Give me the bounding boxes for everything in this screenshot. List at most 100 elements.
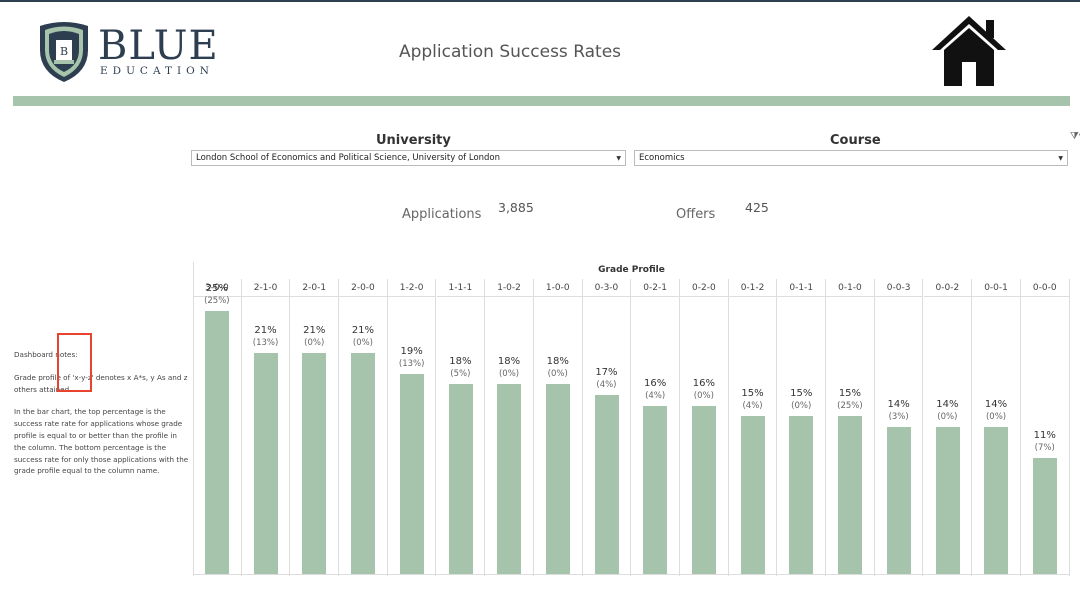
column-header: 0-2-0 (680, 279, 728, 297)
column-header: 1-1-1 (436, 279, 485, 297)
chart-column: 1-1-1 18% (5%) (436, 279, 486, 576)
top-border (0, 0, 1080, 2)
column-header: 0-0-2 (923, 279, 972, 297)
bar-top-label: 16% (644, 377, 667, 389)
chart-column: 0-2-0 16% (0%) (680, 279, 729, 576)
chart-column: 1-0-2 18% (0%) (485, 279, 534, 576)
column-header: 1-2-0 (387, 279, 436, 297)
chart-column: 0-3-0 17% (4%) (582, 279, 632, 576)
chart-column: 2-0-1 21% (0%) (290, 279, 340, 576)
bar-sub-label: (4%) (742, 401, 763, 412)
chart-column: 0-0-3 14% (3%) (874, 279, 924, 576)
bar-sub-label: (0%) (693, 390, 714, 401)
column-header: 2-0-1 (290, 279, 339, 297)
home-icon[interactable] (930, 14, 1008, 88)
university-filter-label: University (376, 133, 451, 148)
bar-top-label: 25% (205, 282, 228, 294)
bar-top-label: 21% (303, 324, 326, 336)
bar[interactable] (302, 352, 327, 574)
bar-top-label: 21% (254, 324, 277, 336)
bar[interactable] (643, 405, 668, 574)
column-header: 2-0-0 (339, 279, 387, 297)
bar-sub-label: (0%) (304, 337, 325, 348)
chart-bottom-rule (193, 574, 1070, 575)
bar-top-label: 17% (595, 366, 618, 378)
course-filter-label: Course (830, 133, 881, 148)
bar[interactable] (838, 416, 863, 574)
notes-grade-profile: Grade profile of 'x-y-z' denotes x A*s, … (14, 372, 188, 394)
bar-sub-label: (0%) (352, 337, 373, 348)
bar[interactable] (1032, 458, 1057, 574)
column-header: 3-0-0 (193, 279, 241, 297)
column-header: 0-2-1 (631, 279, 679, 297)
chart-column: 0-1-2 15% (4%) (728, 279, 778, 576)
bar-sub-label: (4%) (596, 379, 617, 390)
chart-column: 1-0-0 18% (0%) (533, 279, 583, 576)
bar-top-label: 21% (351, 324, 375, 336)
notes-heading: Dashboard notes: (14, 350, 78, 359)
bar-top-label: 15% (790, 388, 813, 400)
header-divider-bar (13, 96, 1070, 106)
course-select[interactable]: Economics ▼ (634, 150, 1068, 166)
bar-sub-label: (3%) (888, 411, 909, 422)
bar[interactable] (205, 310, 229, 574)
bar[interactable] (497, 384, 522, 574)
crest-letter: B (60, 45, 68, 58)
column-header: 0-1-1 (777, 279, 826, 297)
column-header: 0-1-0 (826, 279, 874, 297)
offers-value: 425 (745, 200, 769, 215)
chart-column: 3-0-0 25% (25%) (193, 279, 242, 576)
bar[interactable] (448, 384, 473, 574)
column-header: 0-0-0 (1020, 279, 1069, 297)
applications-value: 3,885 (498, 200, 534, 215)
bar-sub-label: (0%) (498, 369, 520, 380)
bar-top-label: 18% (546, 356, 569, 368)
column-header: 1-0-2 (485, 279, 533, 297)
filter-icon[interactable]: ⧩▾ (1070, 131, 1080, 142)
shield-crest-icon: B (40, 22, 88, 82)
bar[interactable] (692, 405, 716, 574)
page-title: Application Success Rates (398, 42, 622, 62)
offers-label: Offers (676, 207, 716, 222)
column-header: 1-0-0 (533, 279, 582, 297)
bar-top-label: 18% (497, 356, 521, 368)
chevron-down-icon: ▼ (1058, 155, 1063, 162)
chart-column: 0-0-1 14% (0%) (972, 279, 1021, 576)
bar-top-label: 15% (741, 388, 764, 400)
bar-sub-label: (0%) (791, 401, 812, 412)
bar-top-label: 19% (400, 345, 423, 357)
bar[interactable] (740, 416, 765, 574)
chart-column: 2-1-0 21% (13%) (241, 279, 291, 576)
bar[interactable] (253, 352, 278, 574)
bar-sub-label: (0%) (937, 411, 958, 422)
bar[interactable] (984, 426, 1009, 574)
bar[interactable] (789, 416, 814, 574)
column-header: 0-0-1 (972, 279, 1020, 297)
blue-education-logo[interactable]: B BLUE EDUCATION (36, 20, 226, 84)
bar[interactable] (399, 373, 424, 574)
bar-top-label: 14% (936, 398, 959, 410)
bar[interactable] (886, 426, 911, 574)
chart-left-rule (193, 262, 194, 576)
university-select[interactable]: London School of Economics and Political… (191, 150, 626, 166)
bar-top-label: 16% (692, 377, 715, 389)
bar[interactable] (594, 394, 619, 574)
bar[interactable] (935, 426, 960, 574)
column-header: 0-0-3 (874, 279, 923, 297)
chart-column: 0-1-1 15% (0%) (777, 279, 827, 576)
grade-profile-bar-chart: Grade Profile 3-0-0 25% (25%) 2-1-0 21% (13%)… (193, 262, 1070, 576)
column-header: 0-1-2 (728, 279, 777, 297)
chart-column: 0-0-2 14% (0%) (923, 279, 973, 576)
applications-label: Applications (402, 207, 482, 222)
bar-sub-label: (25%) (204, 295, 230, 306)
university-select-value: London School of Economics and Political… (196, 153, 501, 163)
bar-sub-label: (25%) (837, 401, 863, 412)
bar[interactable] (545, 384, 570, 574)
column-header: 0-3-0 (582, 279, 631, 297)
chart-column: 0-2-1 16% (4%) (631, 279, 680, 576)
chart-column: 2-0-0 21% (0%) (339, 279, 388, 576)
chevron-down-icon: ▼ (616, 155, 621, 162)
chart-column: 0-1-0 15% (25%) (826, 279, 875, 576)
bar-top-label: 14% (984, 398, 1008, 410)
bar[interactable] (351, 352, 376, 574)
